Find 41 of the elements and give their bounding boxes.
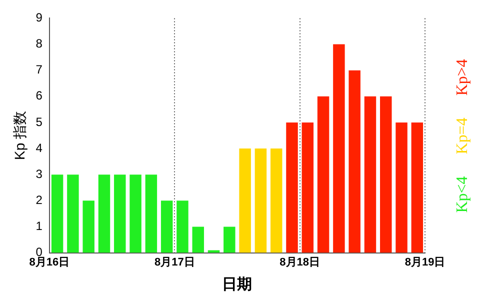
bar bbox=[286, 122, 298, 253]
bar bbox=[82, 200, 94, 253]
x-tick-label: 8月17日 bbox=[154, 256, 195, 268]
text: Kp=4 bbox=[454, 118, 472, 154]
x-tick-label: 8月19日 bbox=[404, 256, 446, 268]
y-axis-title: Kp 指数 bbox=[11, 110, 28, 160]
bar bbox=[51, 174, 64, 253]
bar bbox=[380, 96, 392, 253]
y-tick-label: 8 bbox=[36, 36, 43, 51]
y-tick-label: 2 bbox=[36, 192, 43, 207]
y-tick-label: 6 bbox=[36, 88, 43, 103]
bar bbox=[270, 148, 282, 253]
bar bbox=[160, 200, 173, 253]
bar bbox=[67, 174, 79, 253]
bar bbox=[317, 96, 330, 253]
bar bbox=[239, 148, 251, 253]
bar bbox=[208, 250, 220, 253]
x-tick-label: 8月18日 bbox=[280, 256, 320, 268]
bar bbox=[224, 226, 236, 253]
bar bbox=[114, 174, 126, 253]
bar bbox=[348, 70, 360, 253]
bar bbox=[192, 226, 204, 253]
text: Kp<4 bbox=[454, 176, 472, 213]
y-tick-label: 9 bbox=[36, 10, 43, 25]
bar bbox=[176, 200, 188, 253]
bar bbox=[333, 44, 345, 253]
bar bbox=[302, 122, 314, 253]
y-tick-label: 1 bbox=[36, 219, 43, 234]
y-tick-label: 4 bbox=[36, 140, 43, 155]
y-tick-label: 3 bbox=[36, 166, 43, 181]
bar bbox=[130, 174, 142, 253]
bar bbox=[411, 122, 424, 253]
bar bbox=[364, 96, 376, 253]
bar bbox=[98, 174, 110, 253]
y-tick-label: 7 bbox=[36, 62, 43, 77]
bar bbox=[254, 148, 267, 253]
text: Kp>4 bbox=[454, 59, 472, 96]
x-axis-title: 日期 bbox=[222, 276, 252, 294]
bar bbox=[145, 174, 158, 253]
y-tick-label: 5 bbox=[36, 114, 43, 129]
bar bbox=[396, 122, 408, 253]
